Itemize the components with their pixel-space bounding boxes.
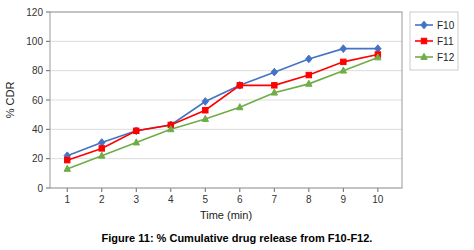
legend-label: F12 — [437, 52, 455, 63]
y-tick — [46, 41, 50, 42]
y-tick — [46, 100, 50, 101]
point — [375, 54, 381, 60]
point — [133, 139, 139, 145]
y-tick-label: 80 — [32, 65, 44, 76]
point — [237, 81, 243, 89]
point — [237, 104, 243, 110]
grid-line — [50, 129, 402, 130]
legend-swatch-marker — [421, 21, 427, 29]
plot-data — [64, 45, 381, 172]
point — [99, 146, 104, 151]
point — [271, 68, 277, 76]
grid-line — [50, 70, 402, 71]
point — [306, 55, 312, 63]
point — [341, 59, 346, 64]
x-tick — [343, 188, 344, 192]
point — [306, 80, 312, 86]
series-line — [67, 55, 378, 161]
x-tick — [308, 188, 309, 192]
x-tick-label: 4 — [168, 194, 174, 205]
grid-line — [50, 41, 402, 42]
point — [134, 128, 139, 133]
x-tick-label: 7 — [272, 194, 278, 205]
x-tick-label: 6 — [237, 194, 243, 205]
x-tick — [170, 188, 171, 192]
y-tick-label: 0 — [37, 183, 43, 194]
x-tick — [136, 188, 137, 192]
x-tick-label: 8 — [306, 194, 312, 205]
y-tick-label: 20 — [32, 153, 44, 164]
grid-line — [50, 100, 402, 101]
point — [202, 98, 208, 106]
point — [271, 89, 277, 95]
series-line — [67, 49, 378, 156]
plot-frame — [50, 12, 402, 188]
x-tick — [67, 188, 68, 192]
x-tick-label: 1 — [64, 194, 70, 205]
series-line — [67, 57, 378, 168]
y-tick — [46, 188, 50, 189]
x-tick-label: 10 — [372, 194, 384, 205]
y-tick-label: 40 — [32, 124, 44, 135]
legend-swatch-marker — [421, 53, 427, 59]
x-tick-label: 9 — [341, 194, 347, 205]
x-tick-label: 3 — [133, 194, 139, 205]
y-tick-label: 120 — [26, 7, 43, 18]
point — [340, 45, 346, 53]
point — [202, 115, 208, 121]
legend: F10 F11 F12 — [410, 12, 458, 70]
y-tick — [46, 70, 50, 71]
legend-box — [410, 12, 458, 70]
point — [237, 83, 242, 88]
point — [272, 83, 277, 88]
chart-title: Figure 11: % Cumulative drug release fro… — [102, 232, 373, 244]
point — [65, 157, 70, 162]
point — [340, 67, 346, 73]
point — [203, 108, 208, 113]
legend-label: F10 — [437, 20, 455, 31]
x-tick — [101, 188, 102, 192]
chart: 0 20 40 60 80 100 120 1 2 3 4 5 6 7 8 9 10 Time (min) % CD… — [0, 0, 474, 250]
y-tick — [46, 12, 50, 13]
x-tick — [239, 188, 240, 192]
y-tick-label: 100 — [26, 36, 43, 47]
x-tick — [205, 188, 206, 192]
point — [306, 72, 311, 77]
point — [64, 165, 70, 171]
y-axis-label: % CDR — [4, 82, 16, 119]
x-tick — [274, 188, 275, 192]
point — [99, 152, 105, 158]
x-axis-label: Time (min) — [200, 209, 252, 221]
x-tick — [377, 188, 378, 192]
y-tick — [46, 129, 50, 130]
y-tick — [46, 158, 50, 159]
x-tick-label: 5 — [203, 194, 209, 205]
y-tick-label: 60 — [32, 95, 44, 106]
legend-label: F11 — [437, 36, 454, 47]
legend-swatch-marker — [421, 38, 426, 43]
plot-area — [50, 12, 402, 188]
point — [168, 126, 174, 132]
point — [133, 127, 139, 135]
x-tick-label: 2 — [99, 194, 105, 205]
